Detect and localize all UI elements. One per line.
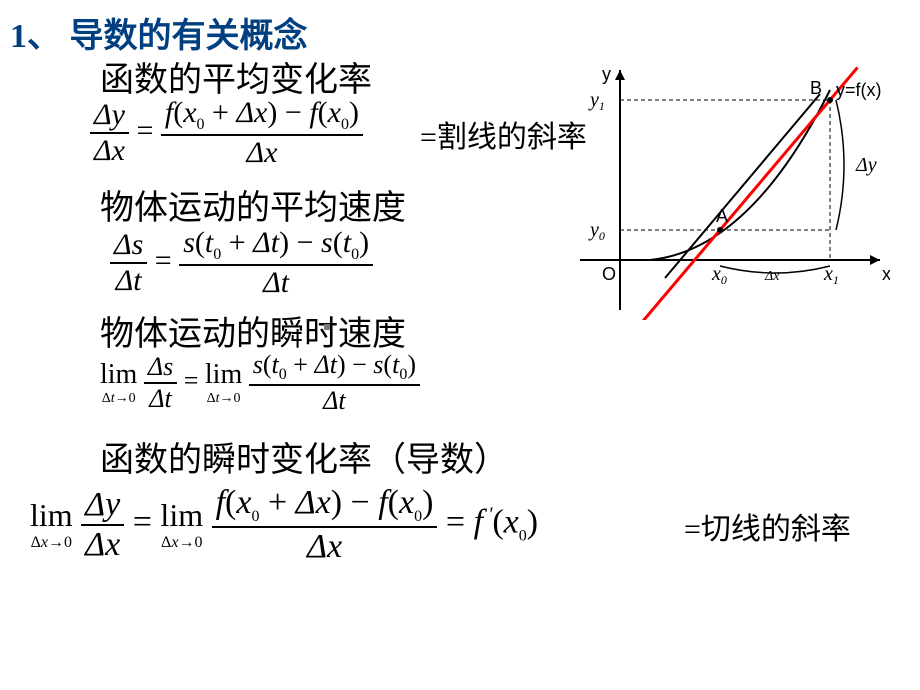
eq-avg-rate: ΔyΔx = f(x0 + Δx) − f(x0)Δx	[90, 96, 363, 170]
bullet-dot	[324, 324, 330, 330]
svg-text:O: O	[602, 264, 616, 284]
heading-derivative: 函数的瞬时变化率（导数）	[100, 432, 508, 481]
eq-derivative: limΔx→0 ΔyΔx = limΔx→0 f(x0 + Δx) − f(x0…	[30, 484, 538, 566]
eq-avg-rate-rhs: =割线的斜率	[420, 112, 587, 156]
svg-text:y1: y1	[588, 89, 605, 113]
eq-inst-speed: limΔt→0 ΔsΔt = limΔt→0 s(t0 + Δt) − s(t0…	[100, 350, 420, 416]
svg-text:Δx: Δx	[764, 269, 780, 284]
svg-text:Δy: Δy	[855, 154, 877, 176]
eq-derivative-rhs: =切线的斜率	[684, 504, 851, 548]
svg-text:A: A	[716, 206, 728, 226]
heading-avg-rate: 函数的平均变化率	[100, 52, 372, 101]
svg-text:x1: x1	[823, 263, 839, 287]
heading-avg-speed: 物体运动的平均速度	[100, 180, 406, 229]
svg-text:y=f(x): y=f(x)	[836, 80, 882, 100]
svg-text:B: B	[810, 78, 822, 98]
svg-text:y0: y0	[588, 219, 605, 243]
svg-text:y: y	[602, 64, 611, 84]
section-title: 1、 导数的有关概念	[10, 8, 308, 57]
derivative-graph: Oxyx0x1y0y1ABy=f(x)ΔxΔy	[570, 60, 890, 320]
svg-text:x: x	[882, 264, 890, 284]
heading-inst-speed: 物体运动的瞬时速度	[100, 306, 406, 355]
eq-avg-speed: ΔsΔt = s(t0 + Δt) − s(t0)Δt	[110, 226, 373, 300]
